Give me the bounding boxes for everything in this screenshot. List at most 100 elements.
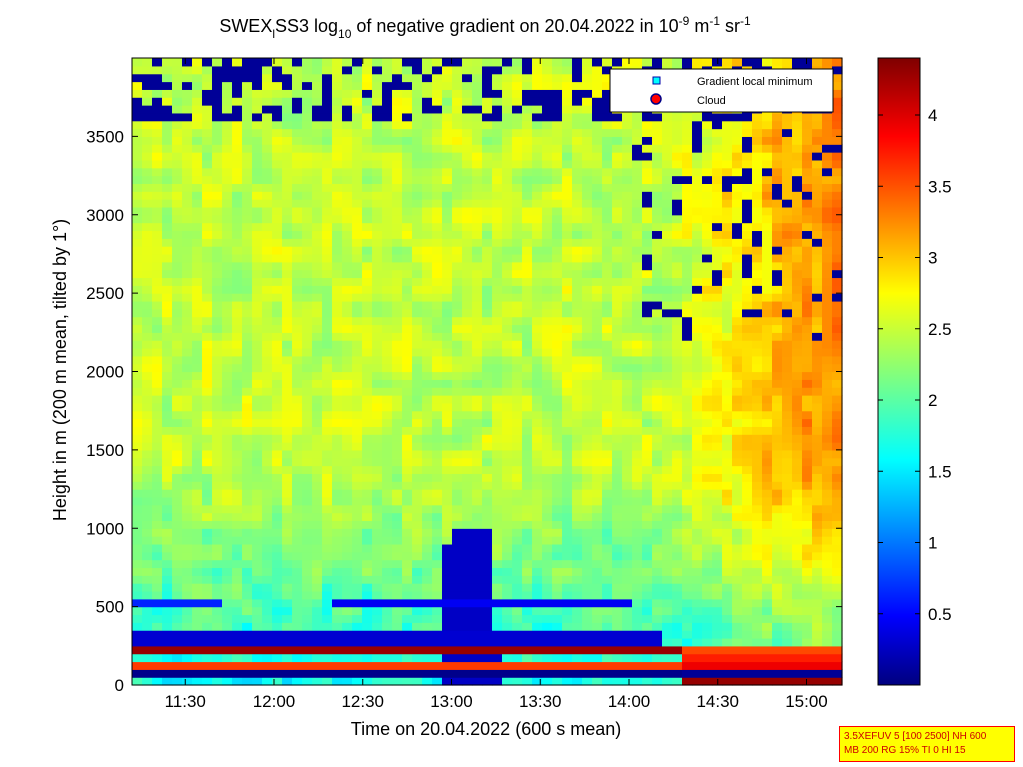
heatmap-cell [732,324,743,333]
heatmap-cell [492,347,503,357]
heatmap-cell [442,183,453,192]
heatmap-cell [272,630,283,639]
heatmap-cell [172,606,183,616]
heatmap-cell [382,630,393,639]
heatmap-cell [382,489,393,498]
heatmap-cell [562,144,573,153]
heatmap-cell [662,277,673,286]
heatmap-cell [692,199,703,208]
heatmap-cell [602,269,613,279]
heatmap-cell [542,152,553,161]
heatmap-cell [602,285,613,294]
heatmap-cell [342,630,353,639]
heatmap-cell [422,379,433,388]
heatmap-cell [252,395,263,404]
heatmap-cell [352,120,363,130]
heatmap-cell [662,183,673,192]
heatmap-cell [312,402,323,412]
heatmap-cell [612,630,623,639]
heatmap-cell [382,677,393,686]
heatmap-cell [352,300,363,310]
heatmap-cell [692,253,703,263]
heatmap-cell [402,332,413,341]
heatmap-cell [162,669,173,678]
heatmap-cell [242,144,253,153]
heatmap-cell [202,112,213,122]
heatmap-cell [372,677,383,686]
heatmap-cell [342,269,353,279]
heatmap-cell [502,105,513,114]
heatmap-cell [262,261,273,271]
heatmap-cell [442,606,453,616]
heatmap-cell [352,340,363,349]
heatmap-cell [522,246,533,255]
heatmap-cell [422,614,433,623]
heatmap-cell [572,637,583,647]
heatmap-cell [682,661,693,670]
heatmap-cell [512,363,523,373]
heatmap-cell [282,418,293,427]
heatmap-cell [452,105,463,114]
heatmap-cell [542,81,553,90]
heatmap-cell [392,473,403,482]
heatmap-cell [742,536,753,545]
heatmap-cell [262,199,273,208]
heatmap-cell [482,677,493,686]
heatmap-cell [392,645,403,655]
heatmap-cell [622,285,633,294]
heatmap-cell [192,645,203,655]
heatmap-cell [182,167,193,177]
heatmap-cell [602,293,613,302]
heatmap-cell [362,285,373,294]
heatmap-cell [452,543,463,553]
heatmap-cell [272,144,283,153]
heatmap-cell [242,481,253,490]
heatmap-cell [212,65,223,75]
heatmap-cell [392,418,403,427]
heatmap-cell [552,590,563,600]
heatmap-cell [302,677,313,686]
heatmap-cell [382,73,393,83]
heatmap-cell [402,449,413,459]
heatmap-cell [372,112,383,122]
heatmap-cell [562,630,573,639]
heatmap-cell [502,112,513,122]
heatmap-cell [462,395,473,404]
heatmap-cell [392,449,403,459]
heatmap-cell [382,551,393,561]
heatmap-cell [602,645,613,655]
heatmap-cell [342,598,353,608]
heatmap-cell [562,575,573,584]
heatmap-cell [152,669,163,678]
heatmap-cell [352,410,363,420]
heatmap-cell [372,324,383,333]
heatmap-cell [292,152,303,161]
heatmap-cell [192,347,203,357]
heatmap-cell [662,504,673,514]
heatmap-cell [502,89,513,98]
heatmap-cell [312,206,323,216]
heatmap-cell [212,387,223,396]
heatmap-cell [142,410,153,420]
heatmap-cell [322,630,333,639]
heatmap-cell [162,395,173,404]
heatmap-cell [732,590,743,600]
heatmap-cell [412,183,423,192]
heatmap-cell [502,324,513,333]
heatmap-cell [702,457,713,467]
heatmap-cell [292,81,303,90]
heatmap-cell [312,371,323,380]
heatmap-cell [462,442,473,451]
heatmap-cell [322,598,333,608]
heatmap-cell [442,58,453,67]
heatmap-cell [132,598,143,608]
heatmap-cell [622,575,633,584]
heatmap-cell [412,128,423,137]
heatmap-cell [612,669,623,678]
heatmap-cell [342,300,353,310]
heatmap-cell [462,465,473,474]
heatmap-cell [252,402,263,412]
heatmap-cell [722,183,733,192]
heatmap-cell [362,567,373,576]
heatmap-cell [272,559,283,569]
